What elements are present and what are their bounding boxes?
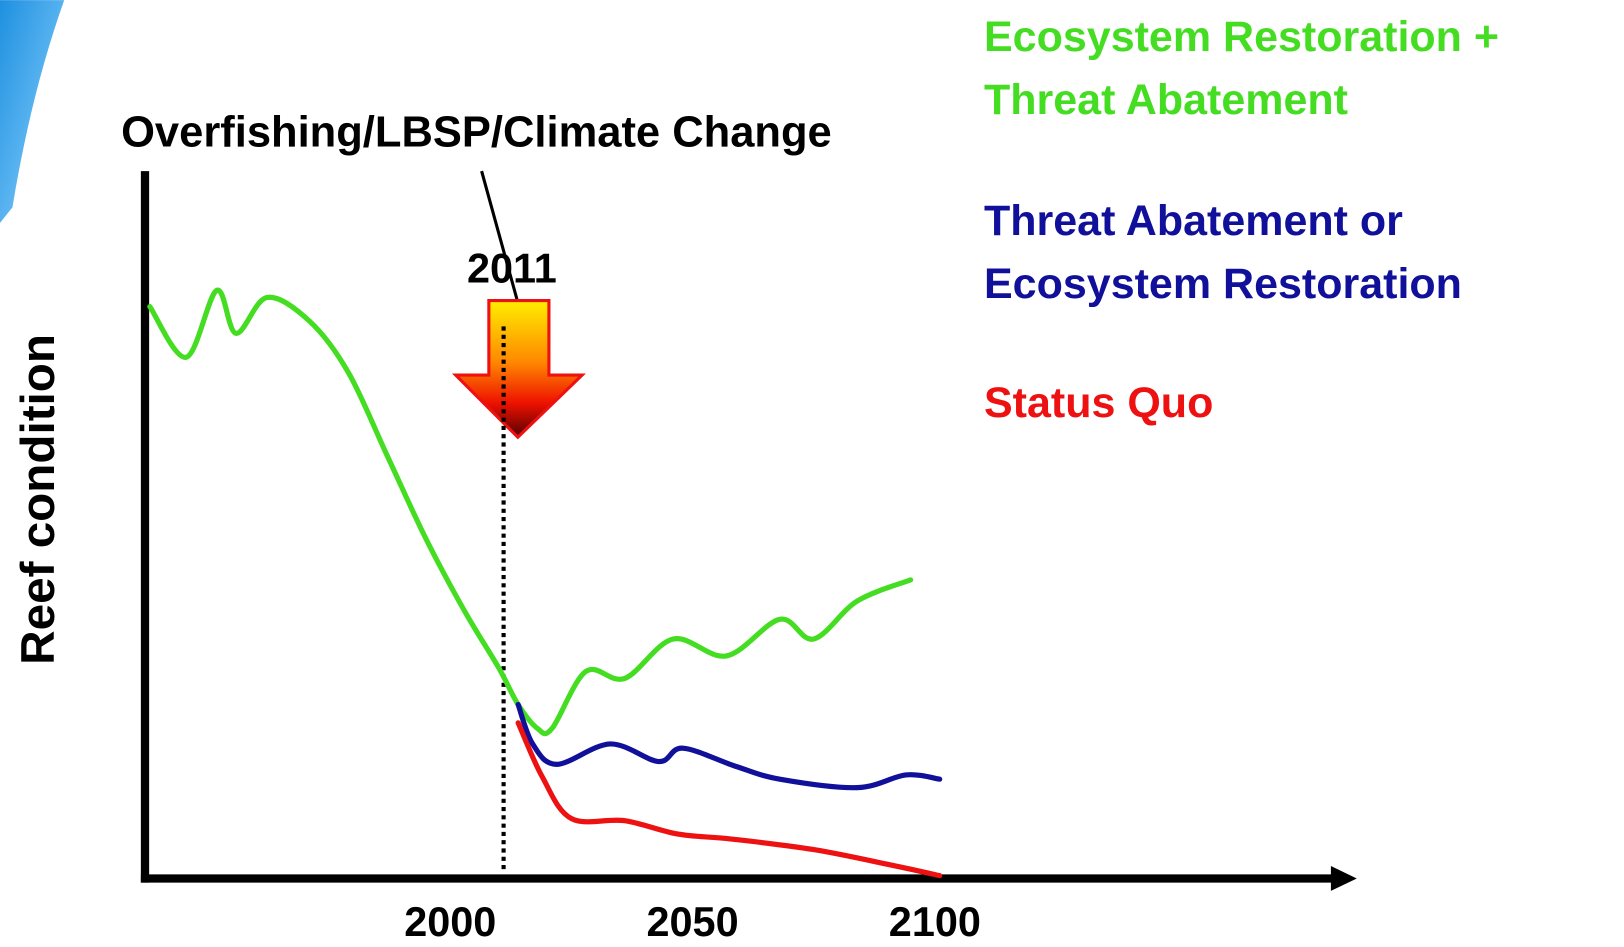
x-axis-arrowhead <box>1331 866 1357 891</box>
x-tick-label: 2100 <box>889 899 981 945</box>
annotation: Overfishing/LBSP/Climate Change <box>121 108 832 156</box>
x-tick-label: 2000 <box>404 899 496 945</box>
impact-arrow <box>456 301 582 438</box>
chart: Overfishing/LBSP/Climate Change Reef con… <box>0 0 1624 947</box>
plot-area: 2000 2050 2100 2011 <box>150 245 981 945</box>
series-line <box>518 723 940 876</box>
slide: Overfishing/LBSP/Climate Change Reef con… <box>0 0 1624 947</box>
x-tick-label: 2050 <box>647 899 739 945</box>
legend-entry: Ecosystem Restoration + Threat Abatement <box>984 6 1620 132</box>
series-line <box>518 705 940 788</box>
decoration <box>0 0 64 223</box>
legend-entry: Status Quo <box>984 372 1620 435</box>
reference-label: 2011 <box>467 245 557 291</box>
legend-entry: Threat Abatement or Ecosystem Restoratio… <box>984 190 1620 316</box>
y-axis-label: Reef condition <box>12 334 65 665</box>
